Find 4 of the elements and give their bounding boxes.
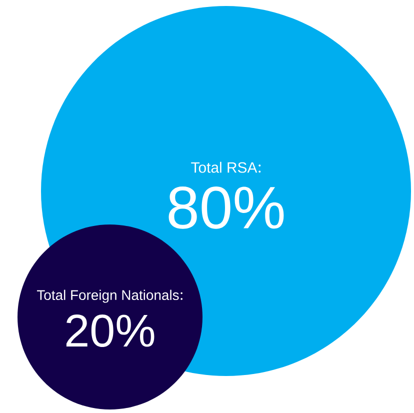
category-label: Total Foreign Nationals xyxy=(36,290,179,303)
data-label: 80% xyxy=(168,186,284,229)
data-label: 20% xyxy=(66,314,154,347)
category-label: Total RSA xyxy=(191,162,258,173)
